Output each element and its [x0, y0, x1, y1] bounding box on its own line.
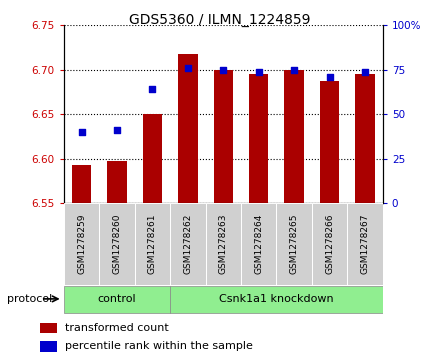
Bar [356, 74, 375, 203]
Bar [143, 114, 162, 203]
Bar [276, 203, 312, 285]
Point [114, 127, 121, 133]
Bar [178, 54, 198, 203]
Bar [241, 203, 276, 285]
Text: GSM1278261: GSM1278261 [148, 214, 157, 274]
Text: GSM1278262: GSM1278262 [183, 214, 192, 274]
Bar [72, 165, 91, 203]
Text: GSM1278260: GSM1278260 [113, 214, 121, 274]
Bar [170, 286, 383, 313]
Point [78, 129, 85, 135]
Bar [170, 203, 205, 285]
Bar [107, 160, 127, 203]
Text: transformed count: transformed count [65, 323, 169, 333]
Bar [99, 203, 135, 285]
Text: percentile rank within the sample: percentile rank within the sample [65, 342, 253, 351]
Point [326, 74, 333, 80]
Text: GSM1278265: GSM1278265 [290, 214, 299, 274]
Bar [347, 203, 383, 285]
Bar [284, 70, 304, 203]
Point [184, 65, 191, 71]
Text: GSM1278263: GSM1278263 [219, 214, 228, 274]
Text: GSM1278266: GSM1278266 [325, 214, 334, 274]
Bar [135, 203, 170, 285]
Point [149, 86, 156, 92]
Point [220, 67, 227, 73]
Bar [64, 286, 170, 313]
Bar [249, 74, 268, 203]
Bar [320, 81, 339, 203]
Bar [64, 203, 99, 285]
Point [255, 69, 262, 74]
Bar [205, 203, 241, 285]
Text: Csnk1a1 knockdown: Csnk1a1 knockdown [219, 294, 334, 304]
Bar [40, 323, 57, 334]
Bar [213, 70, 233, 203]
Text: control: control [98, 294, 136, 304]
Text: GSM1278264: GSM1278264 [254, 214, 263, 274]
Text: protocol: protocol [7, 294, 52, 305]
Text: GSM1278259: GSM1278259 [77, 214, 86, 274]
Text: GDS5360 / ILMN_1224859: GDS5360 / ILMN_1224859 [129, 13, 311, 27]
Text: GSM1278267: GSM1278267 [360, 214, 370, 274]
Point [362, 69, 369, 74]
Bar [40, 342, 57, 352]
Point [291, 67, 298, 73]
Bar [312, 203, 347, 285]
